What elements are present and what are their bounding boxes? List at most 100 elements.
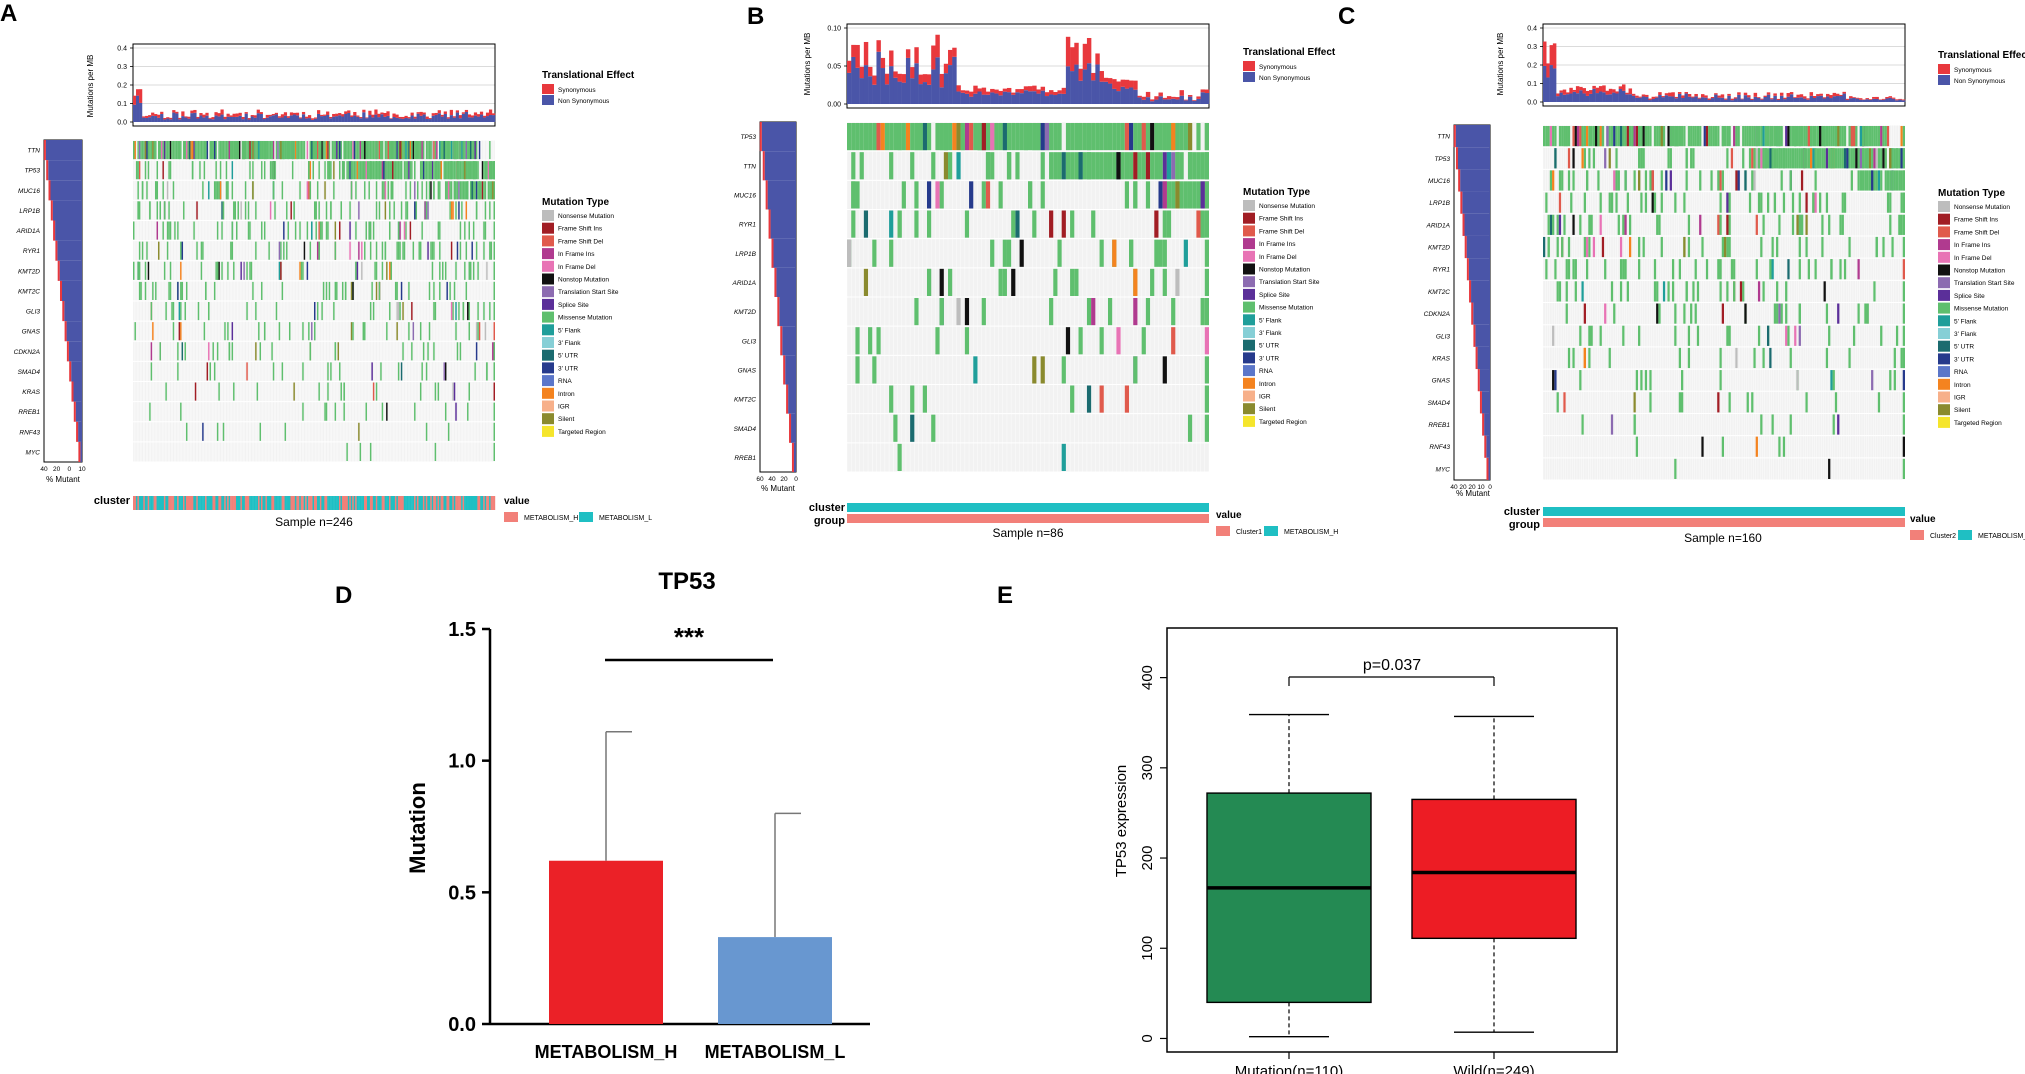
mutation-cell (1166, 210, 1172, 238)
tmb-bar-nonsyn (467, 117, 472, 122)
mutation-cell (1773, 192, 1777, 213)
pct-bar-syn (1479, 391, 1482, 414)
mutation-cell (436, 161, 438, 180)
mutation-cell (291, 141, 294, 160)
tmb-bar-syn (1671, 92, 1675, 97)
cluster-cell (281, 496, 284, 510)
mutation-cell (430, 181, 432, 200)
mutation-cell (901, 123, 906, 151)
mutation-cell (440, 161, 443, 180)
tmb-bar-syn (235, 113, 239, 117)
mutation-cell (427, 141, 429, 160)
tmb-bar-nonsyn (1082, 69, 1088, 104)
mutation-cell (1057, 152, 1062, 180)
mutation-swatch (542, 222, 554, 234)
mutation-legend-label: Nonstop Mutation (1954, 268, 2005, 275)
tmb-bar-syn (1589, 90, 1593, 94)
mutation-cell (227, 322, 229, 341)
mutation-cell (256, 141, 259, 160)
tmb-bar-syn (969, 91, 974, 97)
mutation-cell (311, 141, 313, 160)
mutation-cell (1748, 148, 1752, 169)
mutation-cell (1762, 214, 1765, 235)
mutation-cell (306, 181, 309, 200)
tmb-bar-syn (389, 118, 393, 119)
cluster-cell (464, 496, 466, 510)
mutation-cell (443, 161, 445, 180)
tmb-bar-syn (1730, 98, 1735, 101)
tmb-bar-syn (1806, 98, 1810, 100)
mutation-cell (1145, 123, 1151, 151)
tmb-bar-syn (1150, 99, 1155, 102)
mutation-swatch (1243, 390, 1255, 402)
mutation-cell (1112, 152, 1117, 180)
value-legend-swatch (1264, 526, 1278, 536)
tmb-bar-syn (214, 112, 218, 116)
mutation-cell (356, 161, 359, 180)
tmb-bar-syn (1868, 99, 1873, 100)
mutation-cell (1120, 152, 1125, 180)
mutation-cell (343, 161, 345, 180)
mutation-cell (216, 221, 219, 240)
mutation-cell (350, 141, 353, 160)
mutation-cell (493, 181, 495, 200)
mutation-cell (474, 161, 476, 180)
mutation-cell (330, 201, 332, 220)
mutation-cell (150, 141, 153, 160)
mutation-cell (324, 181, 326, 200)
cluster-cell (165, 496, 168, 510)
mutation-cell (1825, 303, 1829, 324)
mutation-swatch (542, 235, 554, 247)
mutation-cell (162, 221, 164, 240)
mutation-cell (290, 201, 292, 220)
pct-bar (761, 122, 796, 152)
mutation-swatch (1938, 213, 1950, 225)
tmb-bar-nonsyn (1888, 97, 1893, 102)
mutation-cell (1642, 126, 1645, 147)
gene-label: RYR1 (739, 222, 756, 229)
mutation-cell (1721, 303, 1724, 324)
mutation-cell (985, 123, 991, 151)
cluster-cell (280, 496, 282, 510)
mutation-cell (1183, 181, 1188, 209)
tmb-bar-syn (1019, 89, 1024, 94)
cluster-cell (368, 496, 371, 510)
tmb-bar-nonsyn (1141, 99, 1147, 104)
effect-legend-label: Synonymous (558, 87, 596, 94)
tmb-bar-nonsyn (1700, 97, 1705, 102)
mutation-cell (1884, 148, 1887, 169)
mutation-cell (1099, 152, 1104, 180)
mutation-cell (1558, 126, 1562, 147)
mutation-cell (872, 123, 877, 151)
mutation-cell (196, 201, 198, 220)
mutation-cell (283, 141, 285, 160)
pct-tick-label: 40 (768, 476, 776, 483)
cluster-cell (352, 496, 354, 510)
panel-b-percent-bars (759, 121, 797, 473)
tmb-bar-nonsyn (1641, 96, 1646, 102)
mutation-cell (1721, 126, 1724, 147)
mutation-cell (341, 161, 344, 180)
mutation-cell (1640, 192, 1643, 213)
tmb-bar-syn (1779, 92, 1784, 96)
mutation-cell (1785, 325, 1788, 346)
mutation-cell (483, 241, 485, 260)
mutation-cell (483, 181, 485, 200)
mutation-cell (1837, 126, 1840, 147)
mutation-cell (1843, 192, 1847, 213)
mutation-cell (391, 181, 394, 200)
mutation-legend-label: 5' Flank (1259, 317, 1282, 324)
tmb-bar-nonsyn (214, 115, 218, 122)
mutation-cell (350, 322, 353, 341)
mutation-cell (1644, 170, 1648, 191)
tmb-bar-nonsyn (145, 117, 149, 122)
tmb-bar-syn (1700, 94, 1705, 98)
mutation-cell (409, 161, 412, 180)
mutation-cell (922, 123, 927, 151)
mutation-cell (219, 181, 222, 200)
gene-label: GNAS (1432, 378, 1451, 385)
tmb-bar-syn (1040, 86, 1046, 91)
value-legend-swatch (1216, 526, 1230, 536)
mutation-cell (394, 161, 397, 180)
mutation-swatch (542, 260, 554, 272)
